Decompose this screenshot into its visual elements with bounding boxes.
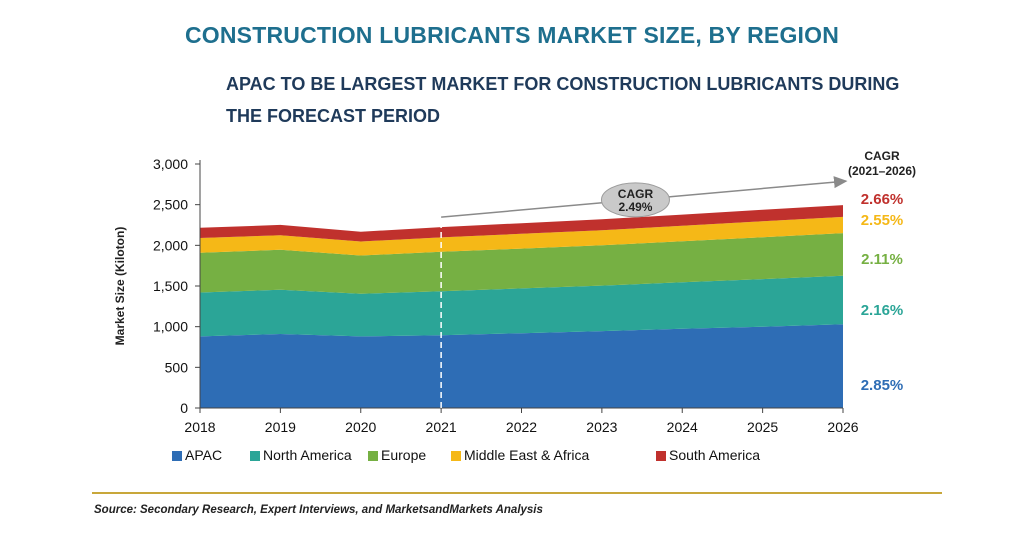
source-note: Source: Secondary Research, Expert Inter… <box>94 504 543 516</box>
legend: APAC North America Europe Middle East & Afr… <box>172 447 760 463</box>
legend-label: North America <box>263 447 352 463</box>
cagr-label-apac: 2.85% <box>861 377 904 394</box>
y-tick-label: 2,000 <box>153 237 188 253</box>
area-south-america <box>200 205 843 242</box>
y-tick-label: 3,000 <box>153 156 188 172</box>
cagr-label-europe: 2.11% <box>861 251 903 268</box>
legend-label: Europe <box>381 447 426 463</box>
y-tick-label: 1,500 <box>153 278 188 294</box>
area-middle-east-africa <box>200 216 843 256</box>
chart-subtitle: APAC TO BE LARGEST MARKET FOR CONSTRUCTI… <box>226 74 900 126</box>
overall-cagr-bubble: CAGR 2.49% <box>600 182 670 218</box>
overall-cagr-label: CAGR <box>618 187 654 201</box>
x-tick-label: 2023 <box>586 419 617 435</box>
chart-title: CONSTRUCTION LUBRICANTS MARKET SIZE, BY … <box>184 22 840 48</box>
legend-swatch <box>172 451 182 461</box>
cagr-column-title: CAGR <box>864 149 900 163</box>
legend-label: Middle East & Africa <box>464 447 589 463</box>
overall-cagr-value: 2.49% <box>618 200 652 214</box>
cagr-label-south-america: 2.66% <box>861 191 904 208</box>
legend-swatch <box>451 451 461 461</box>
x-tick-label: 2022 <box>506 419 537 435</box>
legend-label: APAC <box>185 447 222 463</box>
x-tick-label: 2025 <box>747 419 778 435</box>
legend-swatch <box>368 451 378 461</box>
x-tick-label: 2024 <box>667 419 698 435</box>
y-axis-label: Market Size (Kiloton) <box>113 227 127 346</box>
x-tick-label: 2021 <box>426 419 457 435</box>
stacked-area-chart: 0 500 1,000 1,500 2,000 2,500 3,000 2018 2019 202… <box>113 149 916 463</box>
y-tick-label: 500 <box>165 359 189 375</box>
y-tick-label: 0 <box>180 400 188 416</box>
area-series-group <box>200 205 843 408</box>
axes-group: 0 500 1,000 1,500 2,000 2,500 3,000 2018 2019 202… <box>153 156 859 435</box>
x-tick-label: 2026 <box>827 419 858 435</box>
legend-swatch <box>656 451 666 461</box>
y-tick-label: 2,500 <box>153 197 188 213</box>
series-cagr-labels: 2.85% 2.16% 2.11% 2.55% 2.66% <box>861 191 904 394</box>
cagr-label-middle-east-africa: 2.55% <box>861 212 904 229</box>
area-europe <box>200 233 843 294</box>
area-apac <box>200 324 843 408</box>
legend-label: South America <box>669 447 760 463</box>
source-divider <box>92 492 942 494</box>
legend-swatch <box>250 451 260 461</box>
x-tick-label: 2018 <box>184 419 215 435</box>
y-tick-label: 1,000 <box>153 319 188 335</box>
x-tick-label: 2020 <box>345 419 376 435</box>
cagr-column-period: (2021–2026) <box>848 164 916 178</box>
cagr-label-north-america: 2.16% <box>861 302 904 319</box>
area-north-america <box>200 275 843 337</box>
x-tick-label: 2019 <box>265 419 296 435</box>
